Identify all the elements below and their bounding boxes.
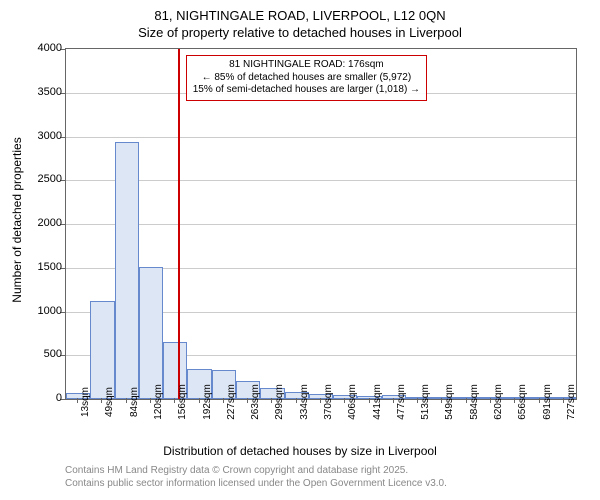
grid-line <box>66 180 576 181</box>
x-tick-mark <box>296 398 297 403</box>
y-tick-label: 1000 <box>22 305 62 317</box>
x-tick-label: 727sqm <box>566 384 577 420</box>
y-tick-label: 3000 <box>22 130 62 142</box>
x-tick-mark <box>199 398 200 403</box>
x-axis-label: Distribution of detached houses by size … <box>0 444 600 458</box>
x-tick-label: 227sqm <box>226 384 237 420</box>
footer-line2: Contains public sector information licen… <box>65 477 447 490</box>
annotation-line: 15% of semi-detached houses are larger (… <box>193 84 420 97</box>
x-tick-mark <box>466 398 467 403</box>
chart-subtitle: Size of property relative to detached ho… <box>0 25 600 44</box>
annotation-box: 81 NIGHTINGALE ROAD: 176sqm← 85% of deta… <box>186 55 427 101</box>
x-tick-mark <box>514 398 515 403</box>
x-tick-mark <box>271 398 272 403</box>
x-tick-mark <box>369 398 370 403</box>
x-tick-label: 406sqm <box>347 384 358 420</box>
chart-container: 81, NIGHTINGALE ROAD, LIVERPOOL, L12 0QN… <box>0 0 600 500</box>
y-tick-label: 2000 <box>22 217 62 229</box>
x-tick-mark <box>320 398 321 403</box>
y-tick-label: 2500 <box>22 173 62 185</box>
x-tick-label: 584sqm <box>469 384 480 420</box>
x-tick-label: 263sqm <box>250 384 261 420</box>
x-tick-mark <box>247 398 248 403</box>
footer-line1: Contains HM Land Registry data © Crown c… <box>65 464 447 477</box>
x-tick-mark <box>539 398 540 403</box>
x-tick-label: 49sqm <box>104 387 115 417</box>
x-tick-label: 477sqm <box>396 384 407 420</box>
grid-line <box>66 224 576 225</box>
x-tick-label: 370sqm <box>323 384 334 420</box>
footer-text: Contains HM Land Registry data © Crown c… <box>65 464 447 490</box>
marker-line <box>178 49 180 399</box>
x-tick-label: 549sqm <box>444 384 455 420</box>
y-tick-label: 3500 <box>22 86 62 98</box>
x-tick-mark <box>344 398 345 403</box>
x-tick-label: 656sqm <box>517 384 528 420</box>
x-tick-mark <box>174 398 175 403</box>
x-tick-mark <box>441 398 442 403</box>
chart-title: 81, NIGHTINGALE ROAD, LIVERPOOL, L12 0QN <box>0 0 600 25</box>
histogram-bar <box>139 267 163 399</box>
histogram-bar <box>90 301 114 399</box>
x-tick-mark <box>417 398 418 403</box>
x-tick-mark <box>563 398 564 403</box>
x-tick-mark <box>150 398 151 403</box>
x-tick-mark <box>223 398 224 403</box>
x-tick-label: 120sqm <box>153 384 164 420</box>
x-tick-label: 513sqm <box>420 384 431 420</box>
x-tick-mark <box>490 398 491 403</box>
x-tick-label: 620sqm <box>493 384 504 420</box>
y-tick-label: 0 <box>22 392 62 404</box>
x-tick-mark <box>77 398 78 403</box>
x-tick-label: 13sqm <box>80 387 91 417</box>
x-tick-label: 691sqm <box>542 384 553 420</box>
annotation-line: 81 NIGHTINGALE ROAD: 176sqm <box>193 59 420 72</box>
grid-line <box>66 137 576 138</box>
histogram-bar <box>115 142 139 399</box>
y-tick-label: 500 <box>22 348 62 360</box>
x-tick-mark <box>126 398 127 403</box>
x-tick-mark <box>101 398 102 403</box>
y-tick-label: 1500 <box>22 261 62 273</box>
plot-area: 81 NIGHTINGALE ROAD: 176sqm← 85% of deta… <box>65 48 577 400</box>
x-tick-label: 334sqm <box>299 384 310 420</box>
x-tick-mark <box>393 398 394 403</box>
y-tick-label: 4000 <box>22 42 62 54</box>
x-tick-label: 192sqm <box>202 384 213 420</box>
x-tick-label: 441sqm <box>372 384 383 420</box>
x-tick-label: 156sqm <box>177 384 188 420</box>
x-tick-label: 84sqm <box>129 387 140 417</box>
x-tick-label: 299sqm <box>274 384 285 420</box>
annotation-line: ← 85% of detached houses are smaller (5,… <box>193 72 420 85</box>
